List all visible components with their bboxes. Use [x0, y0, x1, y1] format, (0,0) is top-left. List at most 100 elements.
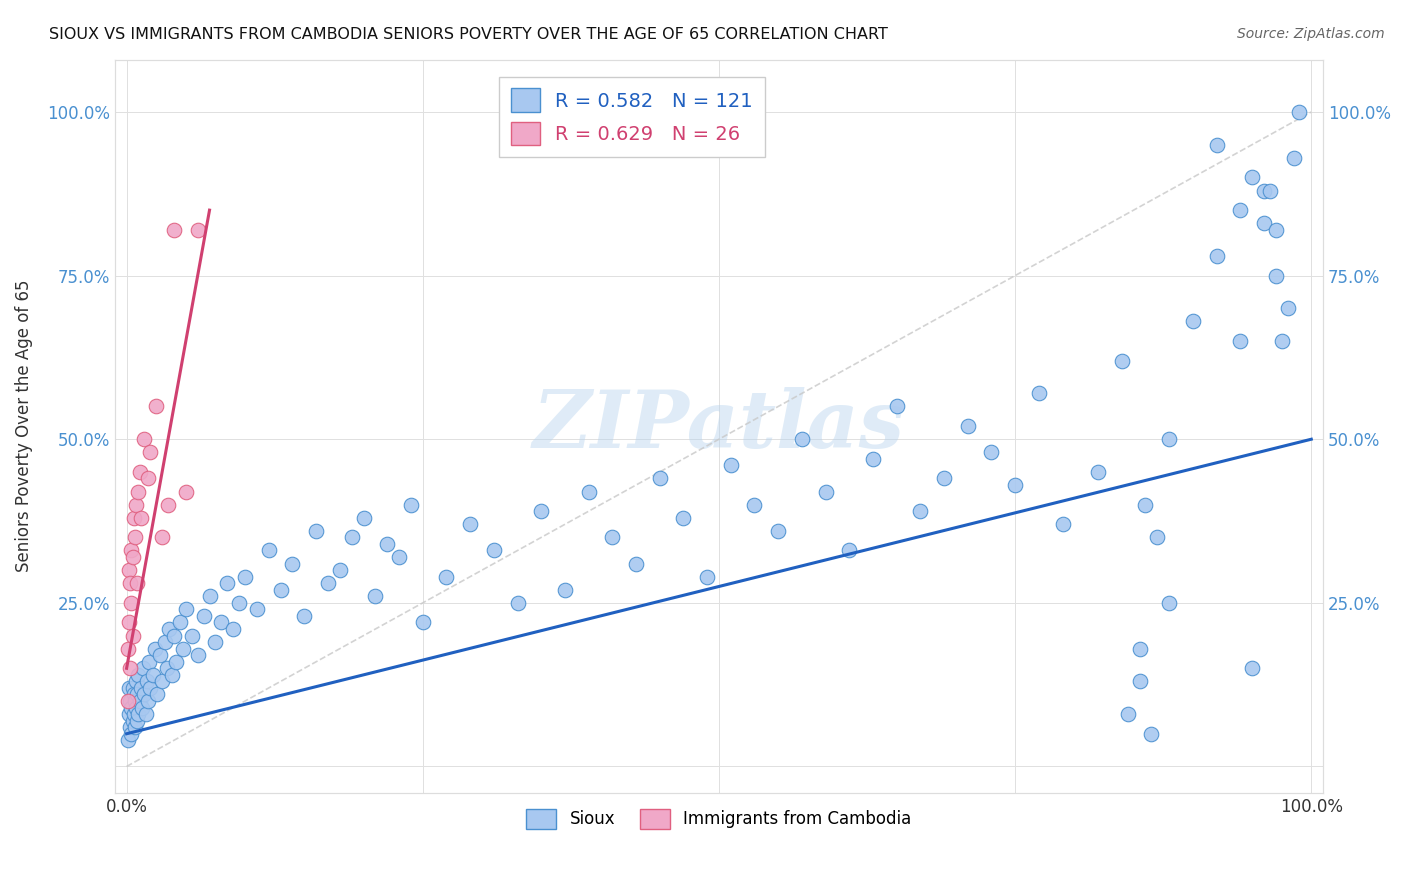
Point	[340, 530, 363, 544]
Point	[120, 596, 142, 610]
Point	[744, 498, 766, 512]
Point	[1288, 105, 1310, 120]
Point	[129, 510, 152, 524]
Point	[375, 537, 398, 551]
Point	[578, 484, 600, 499]
Point	[122, 510, 145, 524]
Point	[127, 714, 149, 728]
Point	[329, 563, 352, 577]
Point	[204, 635, 226, 649]
Point	[128, 465, 150, 479]
Point	[209, 615, 232, 630]
Point	[1087, 465, 1109, 479]
Point	[180, 629, 202, 643]
Point	[131, 700, 153, 714]
Point	[117, 641, 139, 656]
Point	[142, 668, 165, 682]
Point	[118, 707, 141, 722]
Point	[156, 661, 179, 675]
Text: Source: ZipAtlas.com: Source: ZipAtlas.com	[1237, 27, 1385, 41]
Point	[316, 576, 339, 591]
Point	[217, 576, 239, 591]
Point	[127, 668, 149, 682]
Point	[120, 720, 142, 734]
Point	[117, 694, 139, 708]
Point	[187, 223, 209, 237]
Point	[281, 557, 304, 571]
Point	[125, 674, 148, 689]
Point	[120, 661, 142, 675]
Point	[127, 576, 149, 591]
Point	[1229, 203, 1251, 218]
Text: ZIPatlas: ZIPatlas	[533, 387, 905, 465]
Point	[1159, 596, 1181, 610]
Point	[554, 582, 576, 597]
Point	[120, 576, 142, 591]
Point	[138, 655, 160, 669]
Point	[228, 596, 250, 610]
Point	[122, 688, 145, 702]
Point	[118, 563, 141, 577]
Point	[1277, 301, 1299, 316]
Point	[399, 498, 422, 512]
Point	[172, 641, 194, 656]
Point	[143, 641, 166, 656]
Point	[1253, 184, 1275, 198]
Point	[163, 629, 186, 643]
Point	[128, 694, 150, 708]
Point	[121, 714, 143, 728]
Point	[1253, 216, 1275, 230]
Point	[124, 530, 146, 544]
Point	[1128, 674, 1150, 689]
Point	[125, 700, 148, 714]
Point	[150, 674, 173, 689]
Point	[127, 688, 149, 702]
Point	[980, 445, 1002, 459]
Point	[1264, 268, 1286, 283]
Point	[1004, 478, 1026, 492]
Point	[436, 569, 458, 583]
Point	[1135, 498, 1157, 512]
Point	[127, 484, 149, 499]
Point	[696, 569, 718, 583]
Point	[1111, 353, 1133, 368]
Point	[1241, 170, 1264, 185]
Point	[120, 700, 142, 714]
Point	[1258, 184, 1281, 198]
Point	[160, 668, 183, 682]
Point	[120, 543, 142, 558]
Point	[135, 674, 157, 689]
Point	[146, 688, 169, 702]
Point	[145, 400, 167, 414]
Point	[132, 661, 155, 675]
Point	[886, 400, 908, 414]
Y-axis label: Seniors Poverty Over the Age of 65: Seniors Poverty Over the Age of 65	[15, 280, 32, 573]
Point	[910, 504, 932, 518]
Point	[139, 445, 162, 459]
Point	[1205, 137, 1227, 152]
Point	[157, 498, 180, 512]
Point	[305, 524, 328, 538]
Point	[838, 543, 860, 558]
Point	[353, 510, 375, 524]
Point	[388, 549, 411, 564]
Point	[1128, 641, 1150, 656]
Point	[672, 510, 695, 524]
Point	[134, 432, 156, 446]
Point	[458, 517, 481, 532]
Point	[136, 694, 159, 708]
Point	[530, 504, 553, 518]
Point	[1229, 334, 1251, 348]
Point	[124, 720, 146, 734]
Point	[246, 602, 269, 616]
Point	[602, 530, 624, 544]
Point	[157, 622, 180, 636]
Point	[129, 681, 152, 695]
Point	[118, 615, 141, 630]
Point	[169, 615, 191, 630]
Point	[136, 471, 159, 485]
Point	[127, 707, 149, 722]
Point	[814, 484, 837, 499]
Point	[124, 694, 146, 708]
Point	[956, 419, 979, 434]
